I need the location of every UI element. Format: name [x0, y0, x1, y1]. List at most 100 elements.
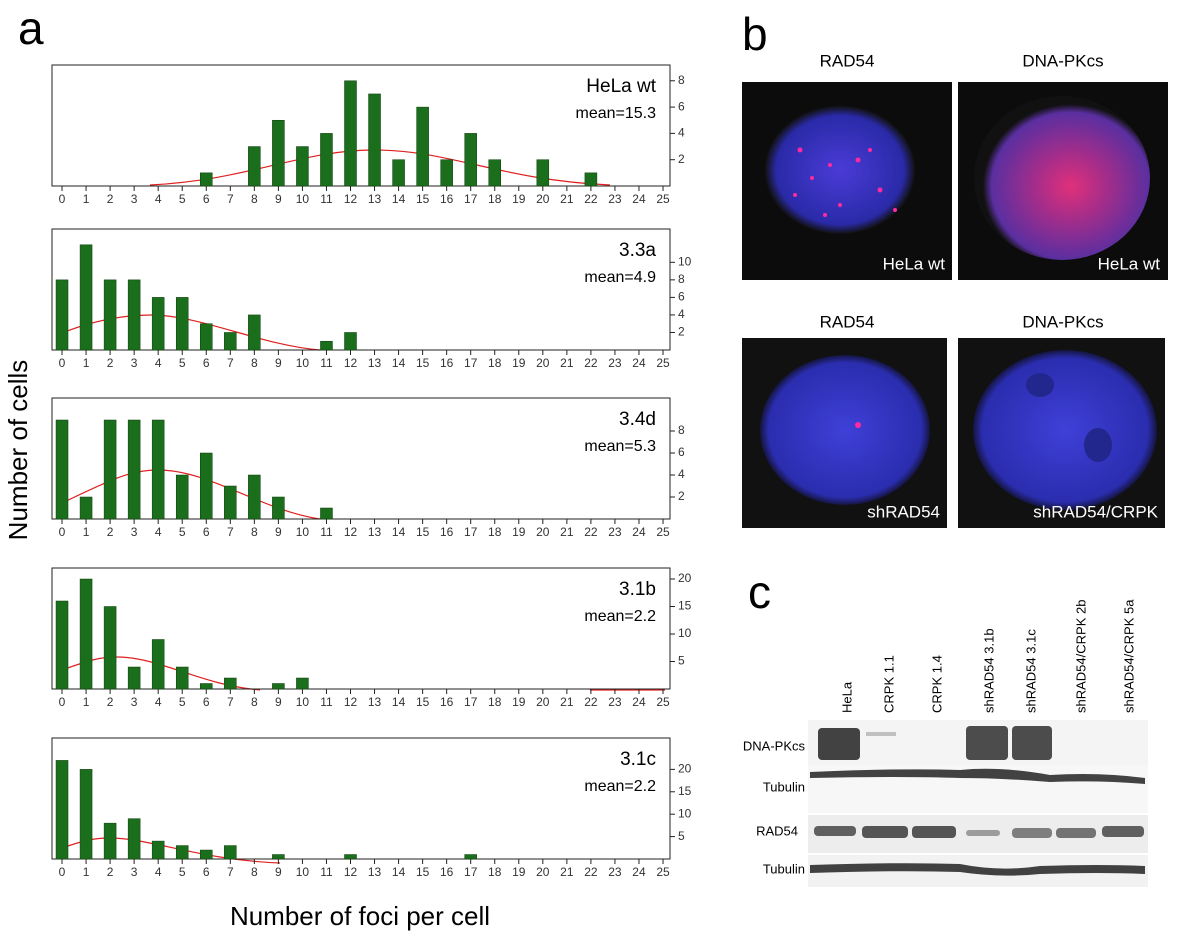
x-tick-label: 6: [203, 525, 210, 539]
x-tick-label: 25: [656, 865, 670, 879]
panel-label: c: [748, 566, 771, 618]
x-tick-label: 4: [155, 865, 162, 879]
lane-label: shRAD54/CRPK 2b: [1073, 600, 1088, 713]
x-tick-label: 23: [608, 525, 622, 539]
bar: [79, 244, 93, 351]
panel-label: a: [18, 2, 44, 54]
nucleus: [765, 106, 915, 234]
bar: [200, 452, 213, 520]
x-tick-label: 9: [275, 695, 282, 709]
x-tick-label: 19: [512, 865, 526, 879]
x-tick-label: 20: [536, 525, 550, 539]
cell-label: HeLa wt: [1098, 254, 1161, 273]
bar: [175, 474, 189, 520]
x-tick-label: 21: [560, 192, 574, 206]
x-tick-label: 19: [512, 356, 526, 370]
x-tick-label: 16: [440, 865, 454, 879]
y-tick-label: 15: [678, 784, 692, 798]
x-tick-label: 11: [320, 192, 333, 206]
x-tick-label: 19: [512, 192, 526, 206]
y-tick-label: 5: [678, 654, 685, 668]
foci: [793, 147, 897, 217]
x-tick-label: 2: [107, 525, 114, 539]
lane-label: CRPK 1.1: [881, 655, 896, 713]
bar: [151, 840, 165, 860]
cell-label: shRAD54: [867, 502, 940, 521]
x-tick-label: 24: [632, 695, 646, 709]
bar: [175, 845, 189, 860]
x-tick-label: 22: [584, 356, 598, 370]
bar: [151, 419, 165, 520]
x-tick-label: 3: [131, 356, 138, 370]
bar: [224, 845, 237, 860]
y-tick-label: 2: [678, 152, 685, 166]
x-tick-label: 18: [488, 695, 502, 709]
chart-subtitle: mean=5.3: [584, 438, 656, 455]
x-tick-label: 4: [155, 525, 162, 539]
plot-frame: [51, 228, 671, 351]
x-tick-label: 20: [536, 695, 550, 709]
x-tick-label: 4: [155, 356, 162, 370]
y-tick-label: 8: [678, 272, 685, 286]
x-tick-label: 24: [632, 356, 646, 370]
x-tick-label: 10: [296, 695, 310, 709]
lane-label: shRAD54 3.1b: [981, 628, 996, 713]
y-tick-label: 20: [678, 762, 692, 776]
x-tick-label: 1: [83, 356, 90, 370]
x-tick-label: 13: [368, 356, 382, 370]
panel-label: b: [742, 8, 768, 60]
x-tick-label: 5: [179, 356, 186, 370]
lane-label: shRAD54 3.1c: [1023, 629, 1038, 713]
chart-title: 3.3a: [619, 240, 656, 261]
chart-title: HeLa wt: [586, 76, 656, 97]
x-tick-label: 18: [488, 192, 502, 206]
x-tick-label: 6: [203, 865, 210, 879]
x-tick-label: 21: [560, 525, 574, 539]
bar: [200, 849, 213, 860]
x-tick-label: 9: [275, 865, 282, 879]
bar: [55, 419, 69, 520]
x-tick-label: 7: [227, 525, 234, 539]
x-tick-label: 0: [59, 525, 66, 539]
x-tick-label: 8: [251, 695, 258, 709]
y-tick-label: 2: [678, 325, 685, 339]
x-tick-label: 16: [440, 525, 454, 539]
bar: [536, 159, 550, 187]
row-label: Tubulin: [763, 861, 805, 876]
x-tick-label: 11: [320, 865, 333, 879]
x-tick-label: 14: [392, 525, 406, 539]
bar: [55, 600, 69, 690]
lane-label: HeLa: [839, 681, 854, 713]
bar: [127, 818, 141, 860]
bar: [272, 854, 285, 860]
x-tick-label: 25: [656, 192, 670, 206]
x-tick-label: 7: [227, 356, 234, 370]
x-tick-label: 6: [203, 356, 210, 370]
stain-label: DNA-PKcs: [1022, 312, 1103, 331]
x-tick-label: 6: [203, 695, 210, 709]
bar: [464, 854, 477, 860]
chart-subtitle: mean=15.3: [575, 105, 656, 122]
x-tick-label: 0: [59, 356, 66, 370]
row-label: DNA-PKcs: [743, 738, 806, 753]
fit-curve: [61, 314, 321, 351]
x-tick-label: 15: [416, 192, 430, 206]
y-tick-label: 6: [678, 445, 685, 459]
x-tick-label: 24: [632, 525, 646, 539]
x-tick-label: 23: [608, 865, 622, 879]
bar: [127, 279, 141, 351]
x-tick-label: 1: [83, 695, 90, 709]
row-label: RAD54: [756, 823, 798, 838]
micrograph-labels: RAD54 DNA-PKcs RAD54 DNA-PKcs: [820, 51, 1104, 331]
bar: [55, 760, 69, 860]
x-tick-label: 5: [179, 525, 186, 539]
bar: [320, 133, 333, 187]
x-tick-label: 10: [296, 525, 310, 539]
x-tick-label: 3: [131, 525, 138, 539]
bar: [175, 666, 189, 690]
bar: [296, 677, 309, 690]
x-tick-label: 21: [560, 865, 574, 879]
bar: [344, 80, 357, 187]
x-tick-label: 16: [440, 695, 454, 709]
bar: [200, 323, 213, 351]
